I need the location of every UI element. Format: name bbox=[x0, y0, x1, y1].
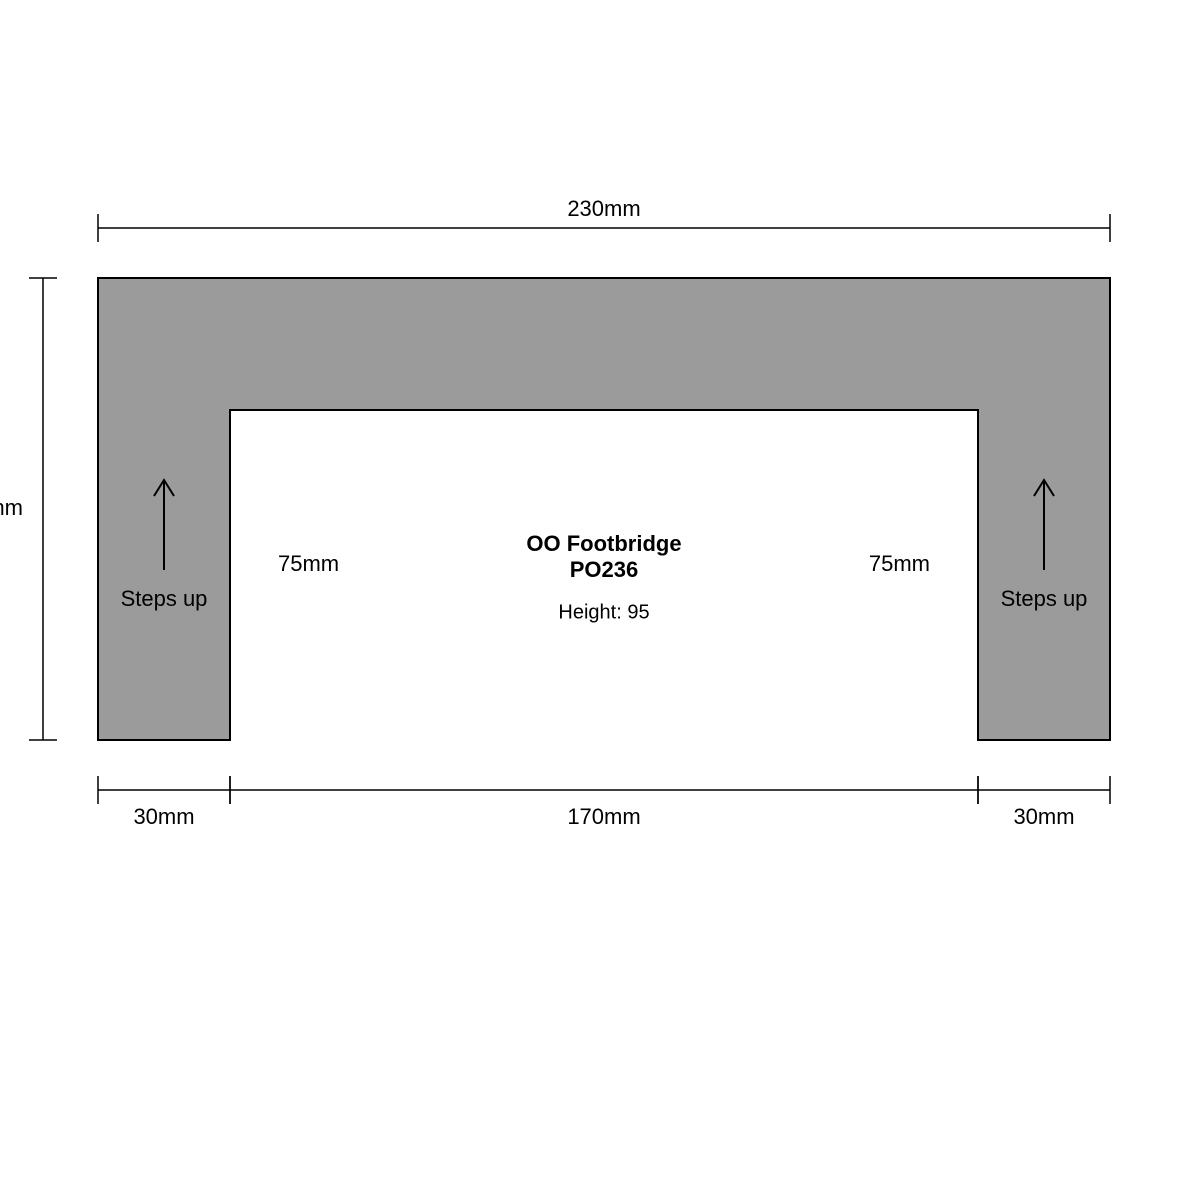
dim-label: 230mm bbox=[567, 196, 640, 221]
steps-up-label-right: Steps up bbox=[1001, 586, 1088, 611]
dim-label: 105mm bbox=[0, 495, 23, 520]
diagram-partno: PO236 bbox=[570, 557, 639, 582]
dim-label-inner-left: 75mm bbox=[278, 551, 339, 576]
steps-up-label-left: Steps up bbox=[121, 586, 208, 611]
dim-label: 30mm bbox=[1013, 804, 1074, 829]
diagram-height-note: Height: 95 bbox=[558, 601, 649, 623]
dim-label: 170mm bbox=[567, 804, 640, 829]
dim-label-inner-right: 75mm bbox=[869, 551, 930, 576]
diagram-title: OO Footbridge bbox=[526, 531, 681, 556]
dim-label: 30mm bbox=[133, 804, 194, 829]
footbridge-shape bbox=[98, 278, 1110, 740]
